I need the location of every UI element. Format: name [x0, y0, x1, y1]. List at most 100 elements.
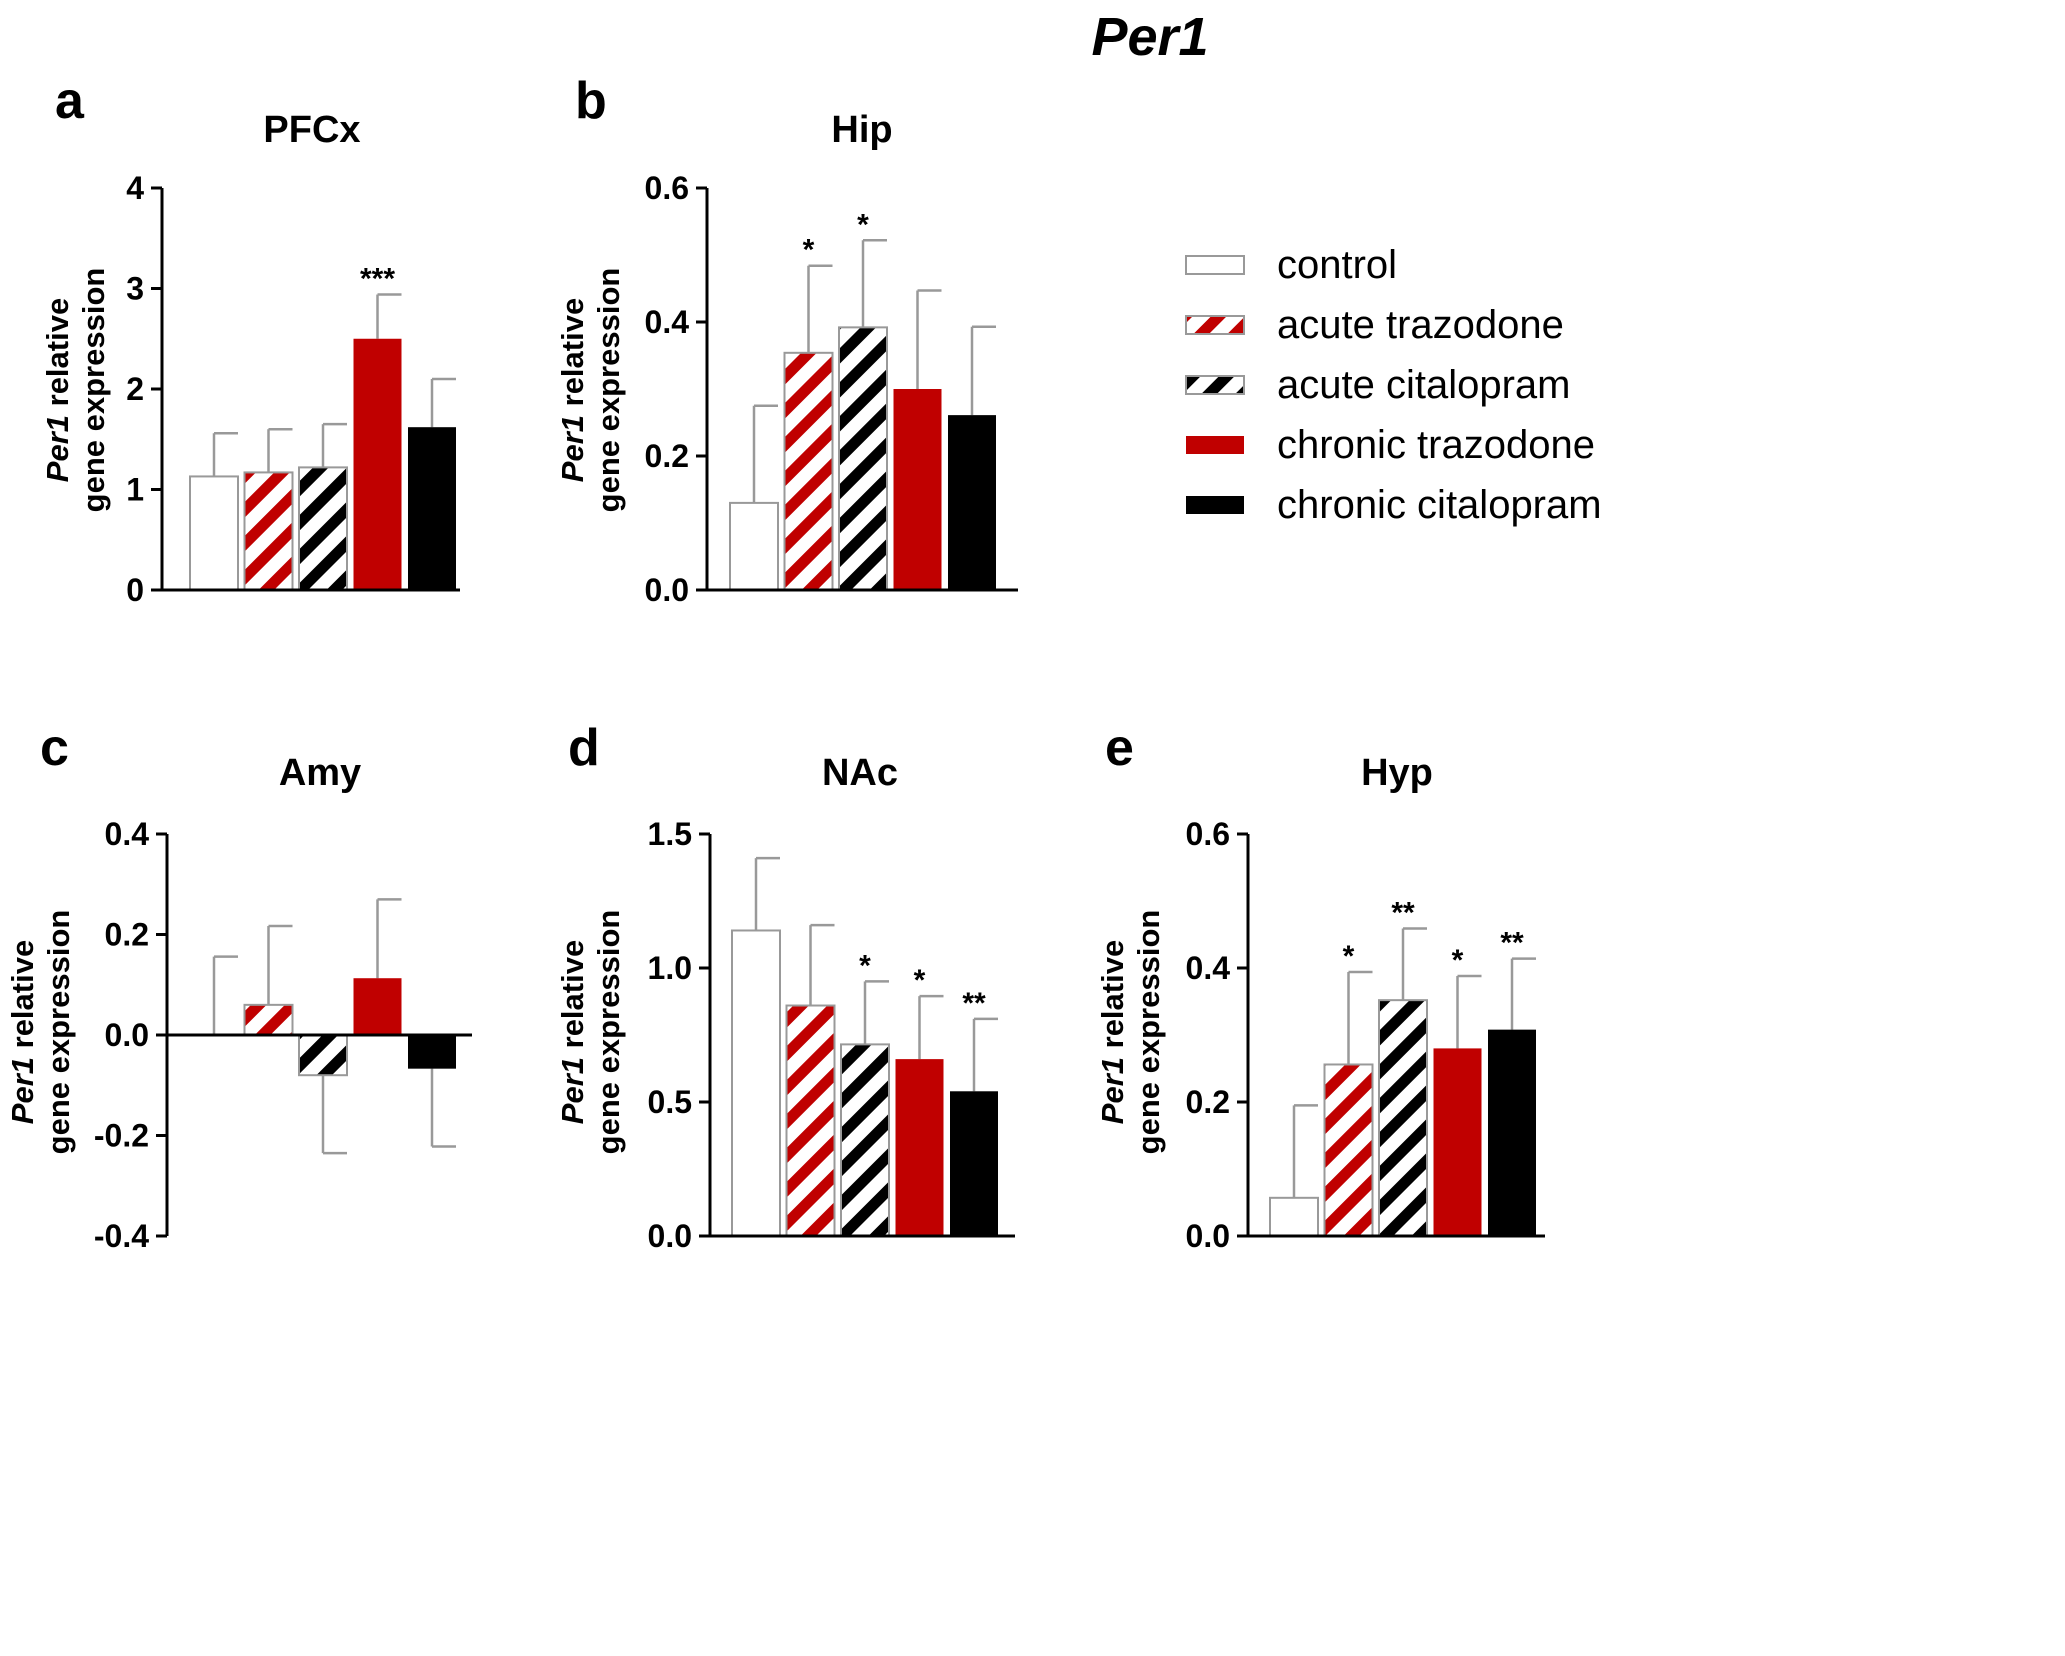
- y-tick-label: 1: [126, 472, 144, 508]
- legend: control acute trazodone acute citalopram ch…: [1185, 243, 1602, 527]
- y-tick-label: 0.0: [105, 1017, 149, 1053]
- y-axis-label: Per1 relativegene expression: [555, 268, 626, 513]
- error-bar: [321, 1075, 347, 1155]
- error-bar: [809, 923, 835, 1006]
- y-tick-label: 0.6: [645, 170, 689, 206]
- bar-acute-trazodone: [1323, 1063, 1374, 1237]
- y-tick-label: 1.5: [648, 816, 692, 852]
- y-tick-label: -0.2: [94, 1118, 149, 1154]
- panel-letter: b: [575, 72, 607, 130]
- error-bar: [321, 422, 347, 468]
- legend-label: chronic trazodone: [1277, 423, 1595, 467]
- bar-acute-citalopram: [298, 1034, 348, 1077]
- legend-swatch: [1185, 375, 1245, 395]
- panel-letter: e: [1105, 719, 1134, 777]
- legend-swatch: [1185, 255, 1245, 275]
- legend-swatch: [1186, 496, 1244, 514]
- error-bar: [1347, 970, 1373, 1065]
- significance-mark: *: [1452, 944, 1464, 977]
- error-bar: [861, 239, 887, 328]
- error-bar: [267, 427, 293, 473]
- y-tick-label: 0.2: [645, 438, 689, 474]
- bar-acute-citalopram: [838, 326, 888, 591]
- error-bar: [863, 980, 889, 1045]
- error-bar: [1456, 974, 1482, 1049]
- significance-mark: *: [914, 964, 926, 997]
- y-tick-label: 2: [126, 371, 144, 407]
- legend-item: acute citalopram: [1185, 363, 1570, 407]
- y-tick-label: 0.0: [645, 572, 689, 608]
- y-tick-label: 0: [126, 572, 144, 608]
- error-bar: [212, 955, 238, 1035]
- legend-item: chronic citalopram: [1186, 483, 1602, 527]
- y-tick-label: 0.4: [1186, 950, 1231, 986]
- significance-mark: *: [859, 949, 871, 982]
- error-bar: [376, 898, 402, 979]
- bar-control: [1269, 1196, 1319, 1238]
- error-bar: [212, 431, 238, 477]
- significance-mark: ***: [360, 263, 395, 296]
- error-bar: [807, 264, 833, 353]
- panel-d: d NAc Per1 relativegene expression 0.0 0.5 1.…: [555, 719, 1015, 1254]
- bar-chronic-citalopram: [408, 1035, 456, 1069]
- y-tick-label: 0.5: [648, 1084, 692, 1120]
- error-bar: [430, 377, 456, 428]
- panel-e: e Hyp Per1 relativegene expression 0.0 0.2 0.…: [1095, 719, 1545, 1254]
- error-bar: [430, 1068, 456, 1148]
- y-axis-label: Per1 relativegene expression: [5, 910, 76, 1155]
- significance-mark: *: [803, 234, 815, 267]
- y-tick-label: 0.4: [105, 816, 150, 852]
- legend-swatch: [1186, 436, 1244, 454]
- y-tick-label: -0.4: [94, 1218, 149, 1254]
- significance-mark: **: [962, 987, 986, 1020]
- bar-acute-citalopram: [1378, 999, 1428, 1237]
- figure-title: Per1: [1091, 7, 1208, 67]
- bar-control: [189, 475, 239, 591]
- error-bar: [970, 325, 996, 416]
- panel-title: NAc: [822, 752, 898, 794]
- y-axis-label: Per1 relativegene expression: [1095, 910, 1166, 1155]
- panel-title: Amy: [279, 752, 361, 794]
- error-bar: [376, 293, 402, 339]
- significance-mark: *: [1343, 940, 1355, 973]
- bar-chronic-trazodone: [893, 389, 942, 590]
- legend-label: acute citalopram: [1277, 363, 1570, 407]
- legend-swatch: [1185, 315, 1245, 335]
- panel-letter: a: [55, 72, 85, 130]
- bar-chronic-citalopram: [950, 1091, 998, 1236]
- error-bar: [752, 404, 778, 503]
- error-bar: [267, 924, 293, 1005]
- y-tick-label: 3: [126, 271, 144, 307]
- legend-item: acute trazodone: [1185, 303, 1564, 347]
- error-bar: [1510, 957, 1536, 1030]
- significance-mark: *: [857, 208, 869, 241]
- y-tick-label: 4: [126, 170, 144, 206]
- panel-title: Hip: [831, 109, 892, 151]
- y-axis-label: Per1 relativegene expression: [555, 910, 626, 1155]
- error-bar: [754, 856, 780, 931]
- y-tick-label: 0.0: [648, 1218, 692, 1254]
- bar-control: [729, 501, 779, 591]
- y-tick-label: 1.0: [648, 950, 692, 986]
- significance-mark: **: [1500, 927, 1524, 960]
- y-tick-label: 0.4: [645, 304, 690, 340]
- bar-acute-citalopram: [840, 1043, 890, 1237]
- bar-chronic-trazodone: [1433, 1048, 1482, 1236]
- bar-chronic-citalopram: [408, 427, 456, 590]
- legend-item: chronic trazodone: [1186, 423, 1595, 467]
- panel-title: Hyp: [1361, 752, 1433, 794]
- panel-b: b Hip Per1 relativegene expression 0.0 0.2 0.…: [555, 72, 1018, 608]
- y-tick-label: 0.6: [1186, 816, 1230, 852]
- error-bar: [918, 994, 944, 1060]
- panel-c: c Amy Per1 relativegene expression -0.4 -0.2…: [5, 719, 472, 1254]
- bar-chronic-trazodone: [353, 338, 402, 590]
- error-bar: [1292, 1104, 1318, 1198]
- bar-chronic-citalopram: [1488, 1029, 1536, 1236]
- bar-chronic-citalopram: [948, 415, 996, 590]
- legend-item: control: [1185, 243, 1397, 287]
- panel-a: a PFCx Per1 relativegene expression 0 1 2 3 4 **…: [40, 72, 460, 608]
- y-axis-label: Per1 relativegene expression: [40, 268, 111, 513]
- bar-acute-citalopram: [298, 466, 348, 592]
- panel-letter: c: [40, 719, 69, 777]
